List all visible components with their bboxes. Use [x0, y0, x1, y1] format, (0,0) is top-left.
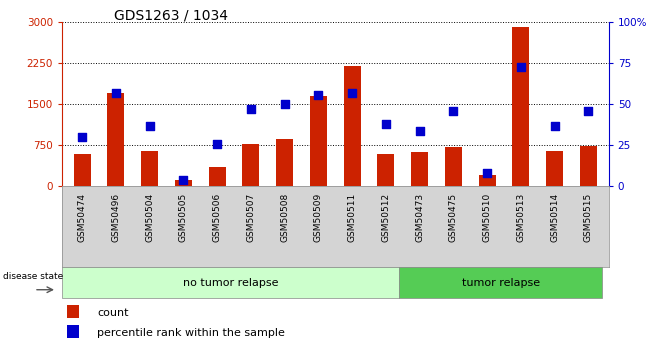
Text: tumor relapse: tumor relapse [462, 278, 540, 288]
Bar [74, 154, 90, 186]
Point [482, 170, 492, 176]
Bar [400, 267, 602, 298]
Point [245, 107, 256, 112]
Point [111, 90, 121, 96]
Point [178, 177, 189, 183]
Text: GSM50510: GSM50510 [482, 193, 492, 242]
Point [347, 90, 357, 96]
Point [583, 108, 594, 114]
Bar [67, 325, 79, 338]
Bar [67, 305, 79, 318]
Point [313, 92, 324, 97]
Bar [411, 152, 428, 186]
Text: GSM50505: GSM50505 [179, 193, 188, 242]
Point [549, 123, 560, 128]
Bar [378, 154, 395, 186]
Text: GDS1263 / 1034: GDS1263 / 1034 [114, 9, 228, 23]
Bar [242, 144, 259, 186]
Bar [478, 175, 495, 186]
Bar [546, 151, 563, 186]
Point [145, 123, 155, 128]
Text: GSM50515: GSM50515 [584, 193, 593, 242]
Bar [512, 27, 529, 186]
Text: percentile rank within the sample: percentile rank within the sample [98, 328, 285, 338]
Text: GSM50513: GSM50513 [516, 193, 525, 242]
Point [415, 128, 425, 133]
Point [212, 141, 223, 146]
Bar [445, 147, 462, 186]
Bar [580, 146, 597, 186]
Text: count: count [98, 308, 129, 318]
Bar [344, 66, 361, 186]
Text: GSM50507: GSM50507 [246, 193, 255, 242]
Point [381, 121, 391, 127]
Text: GSM50514: GSM50514 [550, 193, 559, 242]
Text: GSM50475: GSM50475 [449, 193, 458, 242]
Point [77, 134, 87, 140]
Bar [175, 180, 192, 186]
Text: GSM50506: GSM50506 [213, 193, 221, 242]
Bar [209, 167, 225, 186]
Point [279, 101, 290, 107]
Text: no tumor relapse: no tumor relapse [183, 278, 279, 288]
Text: GSM50512: GSM50512 [381, 193, 391, 242]
Bar [276, 139, 293, 186]
Text: GSM50509: GSM50509 [314, 193, 323, 242]
Text: GSM50473: GSM50473 [415, 193, 424, 242]
Text: GSM50511: GSM50511 [348, 193, 357, 242]
Point [448, 108, 458, 114]
Text: disease state: disease state [3, 272, 63, 280]
Bar [107, 93, 124, 186]
Bar [141, 151, 158, 186]
Text: GSM50474: GSM50474 [77, 193, 87, 242]
Bar [62, 267, 400, 298]
Text: GSM50496: GSM50496 [111, 193, 120, 242]
Bar [310, 96, 327, 186]
Point [516, 64, 526, 69]
Text: GSM50504: GSM50504 [145, 193, 154, 242]
Text: GSM50508: GSM50508 [280, 193, 289, 242]
